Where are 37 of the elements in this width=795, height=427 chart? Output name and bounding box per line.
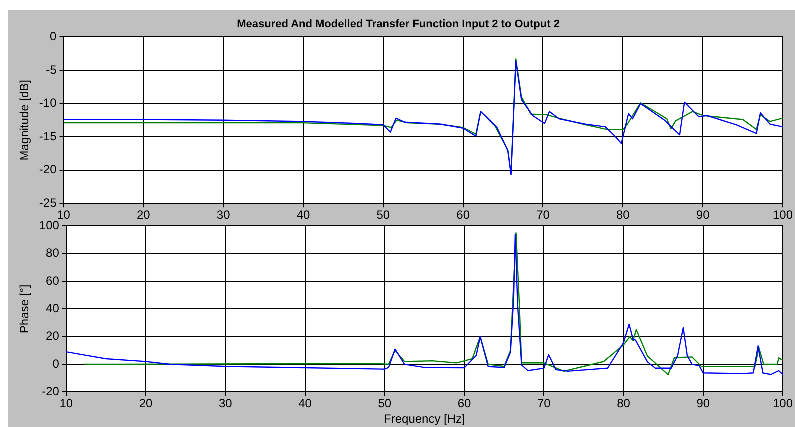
y-tick-label: 100 bbox=[39, 218, 60, 233]
x-tick-label: 20 bbox=[136, 208, 151, 222]
y-tick-label: -5 bbox=[46, 62, 58, 77]
y-tick-label: 0 bbox=[52, 356, 60, 371]
x-tick-label: 90 bbox=[696, 396, 710, 411]
x-tick-label: 100 bbox=[772, 208, 794, 222]
x-tick-label: 30 bbox=[216, 208, 231, 222]
x-tick-label: 40 bbox=[298, 396, 312, 411]
x-tick-label: 70 bbox=[536, 208, 550, 222]
x-tick-label: 60 bbox=[458, 396, 472, 411]
x-tick-label: 50 bbox=[376, 208, 390, 222]
x-tick-label: 10 bbox=[57, 208, 71, 222]
y-tick-label: 40 bbox=[46, 302, 60, 316]
x-tick-label: 30 bbox=[218, 396, 233, 411]
y-axis-title: Phase [°] bbox=[18, 284, 32, 334]
x-tick-label: 80 bbox=[616, 208, 630, 222]
x-tick-label: 40 bbox=[296, 208, 310, 222]
chart-title: Measured And Modelled Transfer Function Input 2 to Output 2 bbox=[237, 18, 560, 31]
x-tick-label: 60 bbox=[456, 208, 470, 222]
y-tick-label: 60 bbox=[46, 274, 60, 288]
x-tick-label: 100 bbox=[772, 396, 794, 411]
y-tick-label: 20 bbox=[46, 329, 60, 344]
y-tick-label: -20 bbox=[39, 162, 58, 177]
x-tick-label: 50 bbox=[378, 396, 392, 411]
y-tick-label: -25 bbox=[39, 196, 58, 210]
y-tick-label: -10 bbox=[39, 96, 58, 110]
x-tick-label: 10 bbox=[60, 396, 74, 411]
y-tick-label: 0 bbox=[50, 30, 58, 44]
x-tick-label: 80 bbox=[617, 396, 631, 411]
x-tick-label: 90 bbox=[696, 208, 710, 222]
y-tick-label: -15 bbox=[39, 129, 58, 144]
x-axis-title: Frequency [Hz] bbox=[384, 412, 466, 426]
x-tick-label: 70 bbox=[537, 396, 552, 411]
y-tick-label: -20 bbox=[42, 384, 60, 399]
y-tick-label: 80 bbox=[46, 246, 60, 260]
x-tick-label: 20 bbox=[139, 396, 154, 411]
y-axis-title: Magnitude [dB] bbox=[18, 80, 32, 161]
